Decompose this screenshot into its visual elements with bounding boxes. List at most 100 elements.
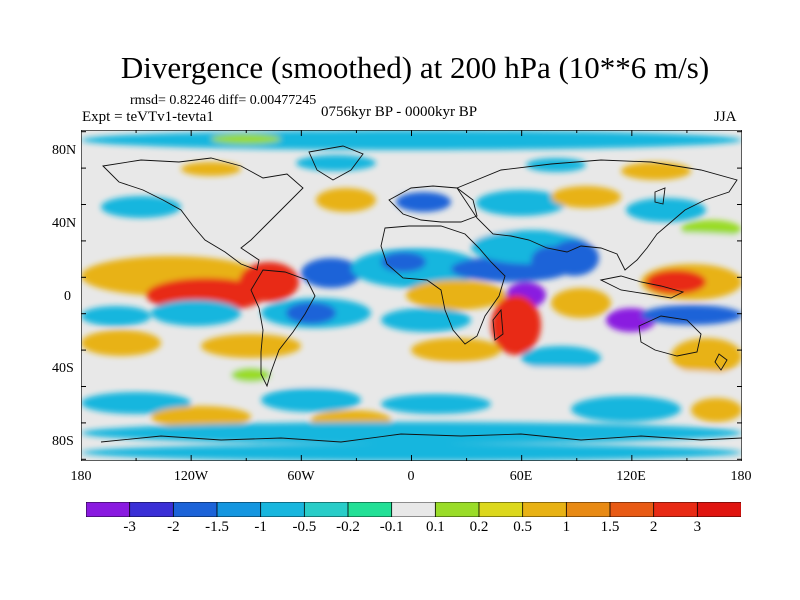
field-region — [671, 338, 742, 374]
field-region — [81, 392, 191, 414]
coastline-path — [492, 308, 504, 341]
colorbar-swatch — [86, 502, 131, 517]
lon-label-0: 0 — [407, 469, 415, 484]
coastline-path — [599, 275, 685, 299]
colorbar-swatch — [391, 502, 437, 517]
field-region — [261, 388, 361, 412]
statistics-line: rmsd= 0.82246 diff= 0.00477245 — [130, 93, 317, 108]
field-region — [181, 162, 241, 176]
field-region — [476, 190, 566, 216]
coastline-path — [638, 315, 702, 357]
lon-label-120e: 120E — [616, 469, 646, 484]
field-region — [81, 366, 742, 386]
colorbar-label: -0.1 — [379, 519, 404, 535]
colorbar-swatch — [609, 502, 655, 517]
colorbar-label: -1.5 — [205, 519, 229, 535]
field-region — [641, 305, 742, 325]
colorbar-swatch — [565, 502, 611, 517]
field-region — [151, 300, 241, 326]
lon-label-60e: 60E — [509, 469, 533, 484]
lon-label-180w: 180 — [70, 469, 92, 484]
colorbar-swatch — [260, 502, 306, 517]
colorbar-swatch — [653, 502, 699, 517]
field-region — [406, 280, 506, 310]
divergence-map — [81, 130, 742, 461]
colorbar-label: 0.2 — [469, 519, 489, 535]
divergence-field — [81, 130, 742, 461]
lon-label-180e: 180 — [730, 469, 752, 484]
field-region — [551, 288, 611, 318]
field-region — [211, 134, 281, 144]
lat-label-80s: 80S — [52, 434, 74, 449]
field-region — [646, 270, 706, 294]
period-label: 0756kyr BP - 0000kyr BP — [321, 104, 478, 120]
colorbar-label: -1 — [254, 519, 267, 535]
field-region — [201, 334, 301, 358]
colorbar-label: -0.2 — [336, 519, 360, 535]
plot-title: Divergence (smoothed) at 200 hPa (10**6 … — [120, 50, 710, 85]
field-region — [81, 306, 151, 326]
coastlines — [100, 145, 742, 443]
field-region — [296, 155, 376, 171]
colorbar — [86, 502, 741, 517]
colorbar-swatch — [303, 502, 349, 517]
colorbar-label: -2 — [167, 519, 180, 535]
field-region — [316, 188, 376, 212]
coastline-path — [714, 353, 728, 371]
field-region — [381, 308, 471, 332]
colorbar-swatch — [696, 502, 741, 517]
colorbar-label: 3 — [693, 519, 702, 535]
lat-label-40s: 40S — [52, 361, 74, 376]
lat-label-80n: 80N — [52, 143, 77, 158]
field-region — [621, 162, 691, 180]
field-region — [101, 196, 181, 218]
colorbar-swatch — [478, 502, 524, 517]
colorbar-swatch — [216, 502, 262, 517]
coastline-path — [102, 157, 304, 271]
colorbar-swatch — [522, 502, 568, 517]
colorbar-swatch — [434, 502, 480, 517]
field-region — [151, 406, 251, 428]
field-region — [491, 295, 541, 355]
colorbar-label: -3 — [123, 519, 136, 535]
field-region — [551, 186, 621, 208]
field-region — [521, 346, 601, 370]
field-region — [626, 198, 706, 222]
lon-label-60w: 60W — [287, 469, 315, 484]
lat-label-equator: 0 — [64, 289, 71, 304]
coastline-path — [456, 159, 738, 271]
season-label: JJA — [714, 109, 737, 125]
field-region — [239, 262, 299, 302]
lat-label-40n: 40N — [52, 216, 77, 231]
coastline-path — [250, 269, 316, 388]
field-region — [549, 240, 599, 276]
coastline-path — [388, 185, 478, 223]
lon-label-120w: 120W — [173, 469, 209, 484]
coastline-path — [654, 187, 666, 205]
field-region — [81, 422, 742, 444]
field-region — [81, 444, 742, 461]
colorbar-label: 1.5 — [600, 519, 620, 535]
colorbar-label: -0.5 — [292, 519, 317, 535]
field-region — [691, 398, 742, 422]
colorbar-label: 0.1 — [425, 519, 445, 535]
experiment-label: Expt = teVTv1-tevta1 — [82, 109, 214, 125]
colorbar-swatch — [129, 502, 175, 517]
coastline-path — [380, 225, 506, 345]
field-region — [381, 394, 491, 414]
field-region — [231, 368, 271, 382]
coastline-path — [100, 433, 742, 443]
field-region — [396, 192, 451, 212]
field-region — [571, 396, 681, 422]
axis-ticks — [81, 130, 742, 461]
field-region — [81, 230, 742, 242]
coastline-path — [308, 145, 364, 181]
field-region — [381, 252, 426, 272]
field-region — [301, 258, 361, 288]
colorbar-swatch — [172, 502, 218, 517]
colorbar-label: 0.5 — [513, 519, 533, 535]
colorbar-label: 1 — [562, 519, 571, 535]
field-region — [526, 158, 586, 172]
field-region — [411, 338, 501, 362]
field-region — [81, 330, 161, 356]
